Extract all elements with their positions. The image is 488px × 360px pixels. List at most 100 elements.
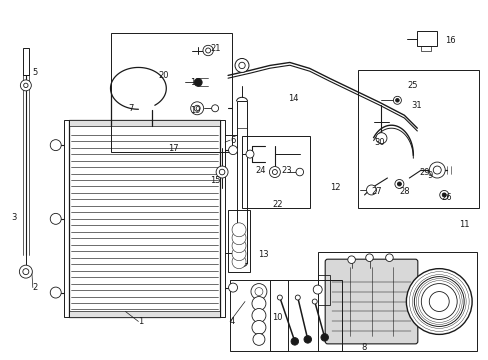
Text: 4: 4 xyxy=(229,317,235,326)
Circle shape xyxy=(295,295,300,300)
Text: 24: 24 xyxy=(254,166,265,175)
Circle shape xyxy=(312,299,317,304)
Circle shape xyxy=(211,105,218,112)
Bar xyxy=(229,280,287,351)
Text: 31: 31 xyxy=(410,101,421,110)
Circle shape xyxy=(228,146,237,154)
Bar xyxy=(269,280,341,351)
Circle shape xyxy=(406,269,471,334)
Circle shape xyxy=(238,62,244,69)
Circle shape xyxy=(194,105,200,111)
Circle shape xyxy=(385,254,392,261)
Circle shape xyxy=(50,287,61,298)
Circle shape xyxy=(421,284,456,319)
Text: 26: 26 xyxy=(440,193,451,202)
Circle shape xyxy=(251,309,265,323)
Text: 6: 6 xyxy=(229,136,235,145)
Text: 17: 17 xyxy=(168,144,179,153)
Text: 27: 27 xyxy=(371,188,381,197)
Circle shape xyxy=(304,336,311,343)
Circle shape xyxy=(428,162,444,178)
Circle shape xyxy=(50,213,61,224)
Bar xyxy=(23,48,29,75)
Text: 7: 7 xyxy=(128,104,134,113)
Text: 11: 11 xyxy=(458,220,468,229)
Bar xyxy=(236,101,247,263)
Bar xyxy=(220,120,224,318)
Bar xyxy=(317,275,329,305)
Circle shape xyxy=(269,167,280,177)
Text: 15: 15 xyxy=(210,176,220,185)
Circle shape xyxy=(441,193,446,197)
Circle shape xyxy=(50,140,61,150)
Bar xyxy=(63,120,68,318)
Circle shape xyxy=(205,48,210,53)
Circle shape xyxy=(432,166,440,174)
Bar xyxy=(421,45,430,50)
Text: 20: 20 xyxy=(158,71,168,80)
Text: 22: 22 xyxy=(271,201,282,210)
Bar xyxy=(68,311,220,318)
Bar xyxy=(68,120,220,126)
Circle shape xyxy=(216,166,227,178)
FancyBboxPatch shape xyxy=(325,259,417,344)
Circle shape xyxy=(395,99,398,102)
Circle shape xyxy=(393,96,401,104)
Circle shape xyxy=(254,288,263,296)
Text: 3: 3 xyxy=(11,213,16,222)
Circle shape xyxy=(20,80,31,91)
Text: 1: 1 xyxy=(138,317,143,326)
Circle shape xyxy=(232,239,245,253)
Circle shape xyxy=(23,83,28,87)
Text: 14: 14 xyxy=(287,94,298,103)
Circle shape xyxy=(20,265,32,278)
Text: 29: 29 xyxy=(419,167,429,176)
Circle shape xyxy=(439,190,448,199)
Circle shape xyxy=(428,292,448,311)
Bar xyxy=(68,120,220,318)
Text: 8: 8 xyxy=(361,343,366,352)
Circle shape xyxy=(394,180,403,189)
Text: 16: 16 xyxy=(444,36,455,45)
Text: 9: 9 xyxy=(427,171,432,180)
Circle shape xyxy=(251,297,265,310)
Circle shape xyxy=(251,320,265,334)
Circle shape xyxy=(252,333,264,345)
Circle shape xyxy=(23,269,29,275)
Circle shape xyxy=(366,185,376,195)
Text: 19: 19 xyxy=(190,106,200,115)
Circle shape xyxy=(320,334,328,341)
Circle shape xyxy=(203,45,213,56)
Bar xyxy=(110,32,232,152)
Circle shape xyxy=(232,223,245,237)
Text: 12: 12 xyxy=(329,184,340,193)
Circle shape xyxy=(228,283,237,292)
Ellipse shape xyxy=(234,223,244,258)
Circle shape xyxy=(365,254,372,261)
Bar xyxy=(357,71,478,208)
Text: 18: 18 xyxy=(190,78,201,87)
Circle shape xyxy=(232,255,245,269)
Text: 25: 25 xyxy=(407,81,417,90)
Circle shape xyxy=(347,256,355,264)
Circle shape xyxy=(250,284,266,300)
Bar xyxy=(416,31,436,45)
Circle shape xyxy=(232,231,245,245)
Text: 21: 21 xyxy=(210,44,220,53)
Text: 2: 2 xyxy=(33,283,38,292)
Circle shape xyxy=(245,150,253,158)
Circle shape xyxy=(232,247,245,261)
Bar xyxy=(317,252,476,351)
Text: 28: 28 xyxy=(399,188,409,197)
Circle shape xyxy=(313,285,322,294)
Bar xyxy=(227,210,249,272)
Circle shape xyxy=(375,133,386,144)
Text: 30: 30 xyxy=(374,138,385,147)
Circle shape xyxy=(277,295,282,300)
Circle shape xyxy=(413,276,463,327)
Circle shape xyxy=(295,168,303,176)
Circle shape xyxy=(190,102,203,115)
Text: 13: 13 xyxy=(258,250,268,259)
Circle shape xyxy=(272,170,277,175)
Text: 10: 10 xyxy=(271,313,282,322)
